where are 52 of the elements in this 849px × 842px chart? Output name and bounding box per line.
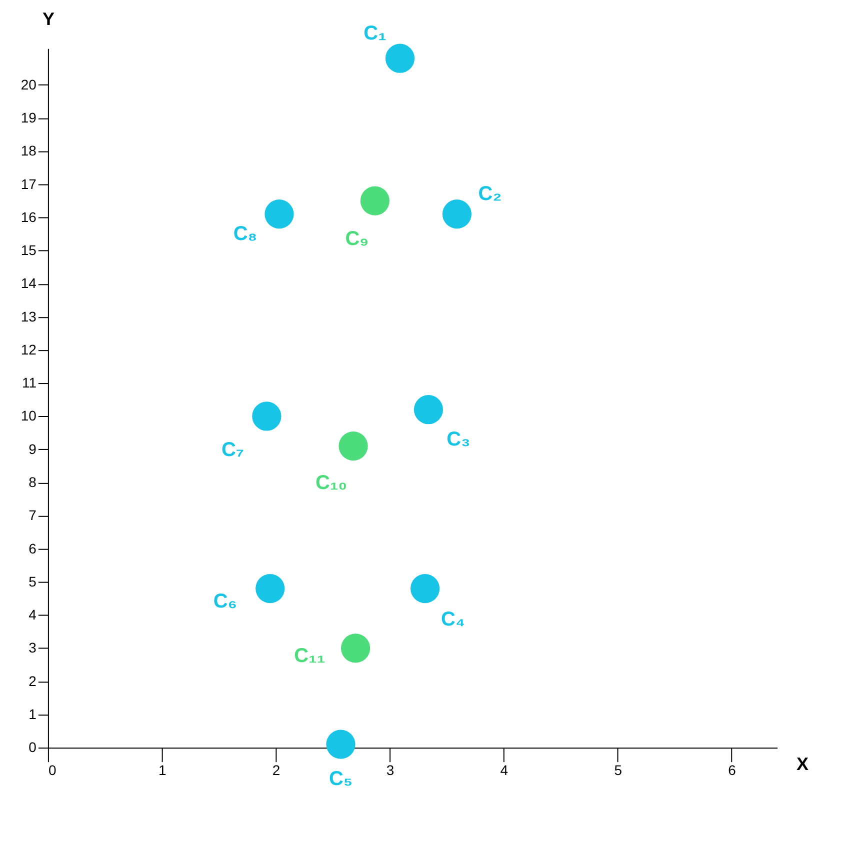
- point: [256, 574, 285, 604]
- y-tick-label: 3: [28, 640, 37, 656]
- y-tick-label: 16: [20, 208, 37, 225]
- y-tick-label: 13: [20, 308, 37, 324]
- point: [340, 634, 370, 663]
- y-tick-label: 19: [20, 110, 37, 126]
- y-tick-label: 1: [28, 706, 37, 722]
- x-tick-label: 0: [48, 762, 56, 778]
- x-tick-label: 4: [500, 762, 508, 778]
- y-tick-label: 8: [28, 474, 37, 490]
- point: [264, 200, 294, 229]
- point: [252, 402, 282, 431]
- y-tick-label: 9: [28, 440, 37, 457]
- y-tick-label: 11: [22, 374, 37, 391]
- y-tick-label: 4: [28, 606, 37, 623]
- annotation: C₁₁: [294, 645, 326, 668]
- y-tick-label: 0: [28, 739, 37, 756]
- y-tick-label: 10: [20, 408, 37, 424]
- y-tick-label: 18: [20, 142, 37, 159]
- y-tick-label: 2: [28, 672, 37, 689]
- point: [442, 200, 472, 229]
- x-tick-label: 2: [272, 762, 280, 778]
- y-axis-title: Y: [42, 8, 54, 29]
- x-tick-label: 1: [158, 762, 166, 778]
- annotation: C₁: [364, 22, 386, 44]
- x-tick-label: 6: [728, 762, 736, 778]
- x-tick-label: 5: [614, 762, 622, 778]
- y-tick-label: 7: [28, 507, 37, 524]
- y-tick-label: 14: [20, 275, 37, 292]
- x-tick-label: 3: [386, 762, 394, 778]
- annotation: C₆: [213, 590, 237, 613]
- y-tick-label: 20: [20, 76, 37, 92]
- y-tick-label: 15: [20, 242, 37, 258]
- annotation: C₃: [446, 428, 470, 451]
- y-tick-label: 12: [20, 341, 37, 358]
- annotation: C₈: [233, 223, 258, 246]
- point: [338, 432, 368, 461]
- point: [410, 574, 440, 604]
- annotation: C₇: [222, 439, 244, 462]
- point: [360, 186, 390, 216]
- y-tick-label: 17: [20, 176, 37, 192]
- point: [326, 730, 356, 759]
- annotation: C₉: [345, 228, 369, 250]
- annotation: C₂: [478, 183, 502, 206]
- y-tick-label: 6: [28, 540, 37, 556]
- point: [414, 395, 444, 424]
- point: [385, 44, 415, 73]
- y-tick-label: 5: [28, 573, 37, 590]
- annotation: C₁₀: [315, 472, 348, 494]
- annotation: C₅: [328, 768, 353, 790]
- annotation: C₄: [441, 608, 465, 631]
- x-axis-title: X: [796, 754, 809, 774]
